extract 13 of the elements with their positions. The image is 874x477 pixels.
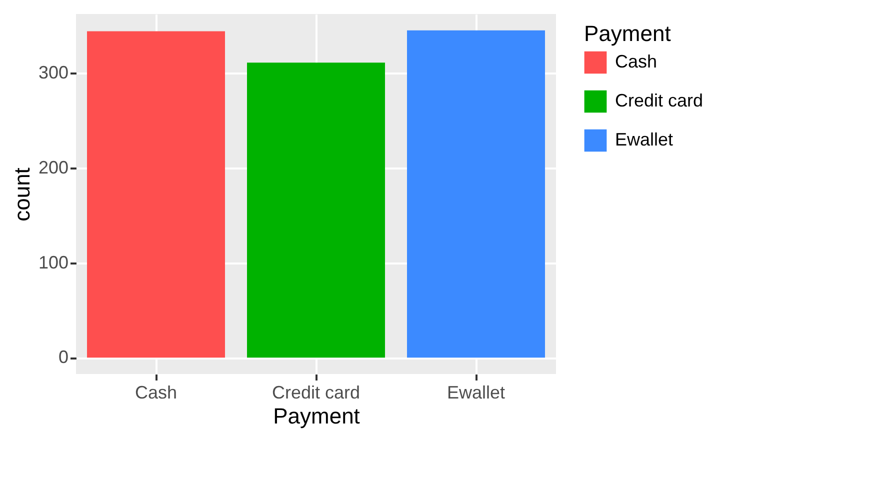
legend-title: Payment [584,21,671,46]
x-tick-label: Credit card [272,382,360,402]
x-axis-title: Payment [273,404,360,428]
y-tick-label: 0 [58,347,68,368]
y-axis-title: count [9,168,34,222]
legend-label: Ewallet [615,130,674,150]
x-tick-label: Cash [134,382,178,402]
y-tick-label: 300 [38,62,68,83]
legend-label: Credit card [615,90,704,110]
x-tick-label: Ewallet [446,382,506,402]
y-tick-label: 100 [38,252,68,272]
legend-label: Cash [615,52,658,72]
y-tick-label: 200 [38,157,68,178]
